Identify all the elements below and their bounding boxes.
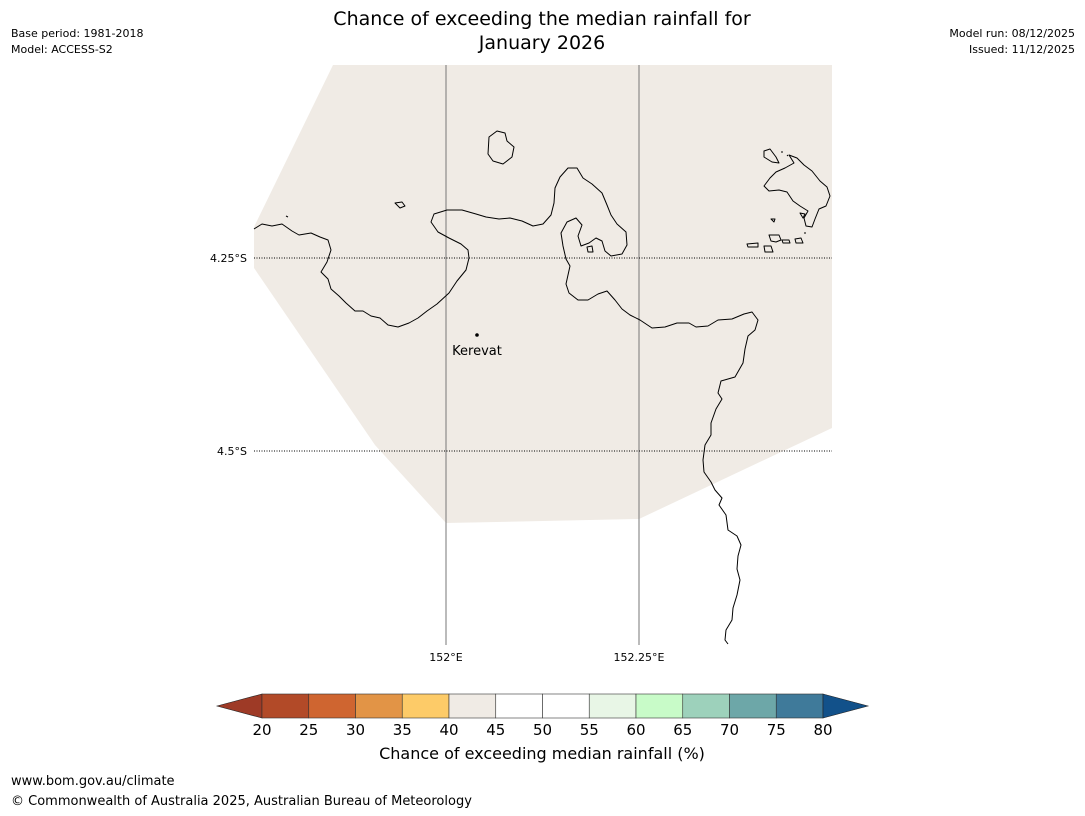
colorbar-tick-label: 40 [439,721,458,739]
islet-small [394,201,406,209]
colorbar-label: Chance of exceeding median rainfall (%) [379,744,705,763]
footer-url: www.bom.gov.au/climate [11,774,175,789]
islet-tiny-west [285,215,289,218]
colorbar-tick-label: 70 [720,721,739,739]
kerevat-marker [475,333,479,337]
colorbar-tick-label: 45 [486,721,505,739]
coastline [253,130,831,645]
colorbar-extend-high [822,693,870,719]
colorbar-tick-label: 50 [533,721,552,739]
map-metadata-left: Base period: 1981-2018 Model: ACCESS-S2 [11,26,143,58]
islet-inlet [586,245,594,253]
colorbar-segment [261,693,310,719]
colorbar-segment [588,693,637,719]
islets-east [746,151,806,253]
colorbar-segment [682,693,730,719]
kerevat-label: Kerevat [452,344,502,359]
colorbar-segments [261,693,824,719]
colorbar-extend-low [215,693,263,719]
model-run-text: Model run: 08/12/2025 [949,27,1075,40]
forecast-region [254,65,832,523]
colorbar-tick-label: 30 [346,721,365,739]
base-period-text: Base period: 1981-2018 [11,27,144,40]
colorbar-segment [775,693,824,719]
colorbar-tick-label: 25 [299,721,318,739]
lon-label-152-25: 152.25°E [614,651,665,664]
map-title-line-1: Chance of exceeding the median rainfall … [333,8,751,30]
colorbar-tick-label: 35 [393,721,412,739]
colorbar-segment [355,693,403,719]
coastline-main [253,167,759,645]
islands-northeast [763,148,831,228]
colorbar-tick-label: 20 [252,721,271,739]
map-metadata-right: Model run: 08/12/2025 Issued: 11/12/2025 [949,26,1075,58]
colorbar-segment [401,693,450,719]
lat-label-4-25: 4.25°S [210,252,247,265]
colorbar-ticks: 20 25 30 35 40 45 50 55 60 65 70 75 80 [252,721,832,739]
colorbar-segment [308,693,356,719]
lon-label-152: 152°E [429,651,462,664]
colorbar-segment [542,693,590,719]
model-text: Model: ACCESS-S2 [11,43,113,56]
colorbar-tick-label: 75 [767,721,786,739]
issued-text: Issued: 11/12/2025 [968,43,1075,56]
colorbar-tick-label: 65 [673,721,692,739]
map-title-line-2: January 2026 [478,32,606,54]
colorbar-tick-label: 55 [580,721,599,739]
colorbar: 20 25 30 35 40 45 50 55 60 65 70 75 80 [215,693,870,739]
island-north [487,130,515,165]
colorbar-tick-label: 60 [626,721,645,739]
colorbar-segment [495,693,543,719]
colorbar-segment [448,693,497,719]
footer-copyright: © Commonwealth of Australia 2025, Austra… [11,794,472,809]
map-title: Chance of exceeding the median rainfall … [240,7,844,55]
colorbar-tick-label: 80 [813,721,832,739]
colorbar-segment [729,693,777,719]
colorbar-segment [635,693,684,719]
lat-label-4-5: 4.5°S [217,445,247,458]
